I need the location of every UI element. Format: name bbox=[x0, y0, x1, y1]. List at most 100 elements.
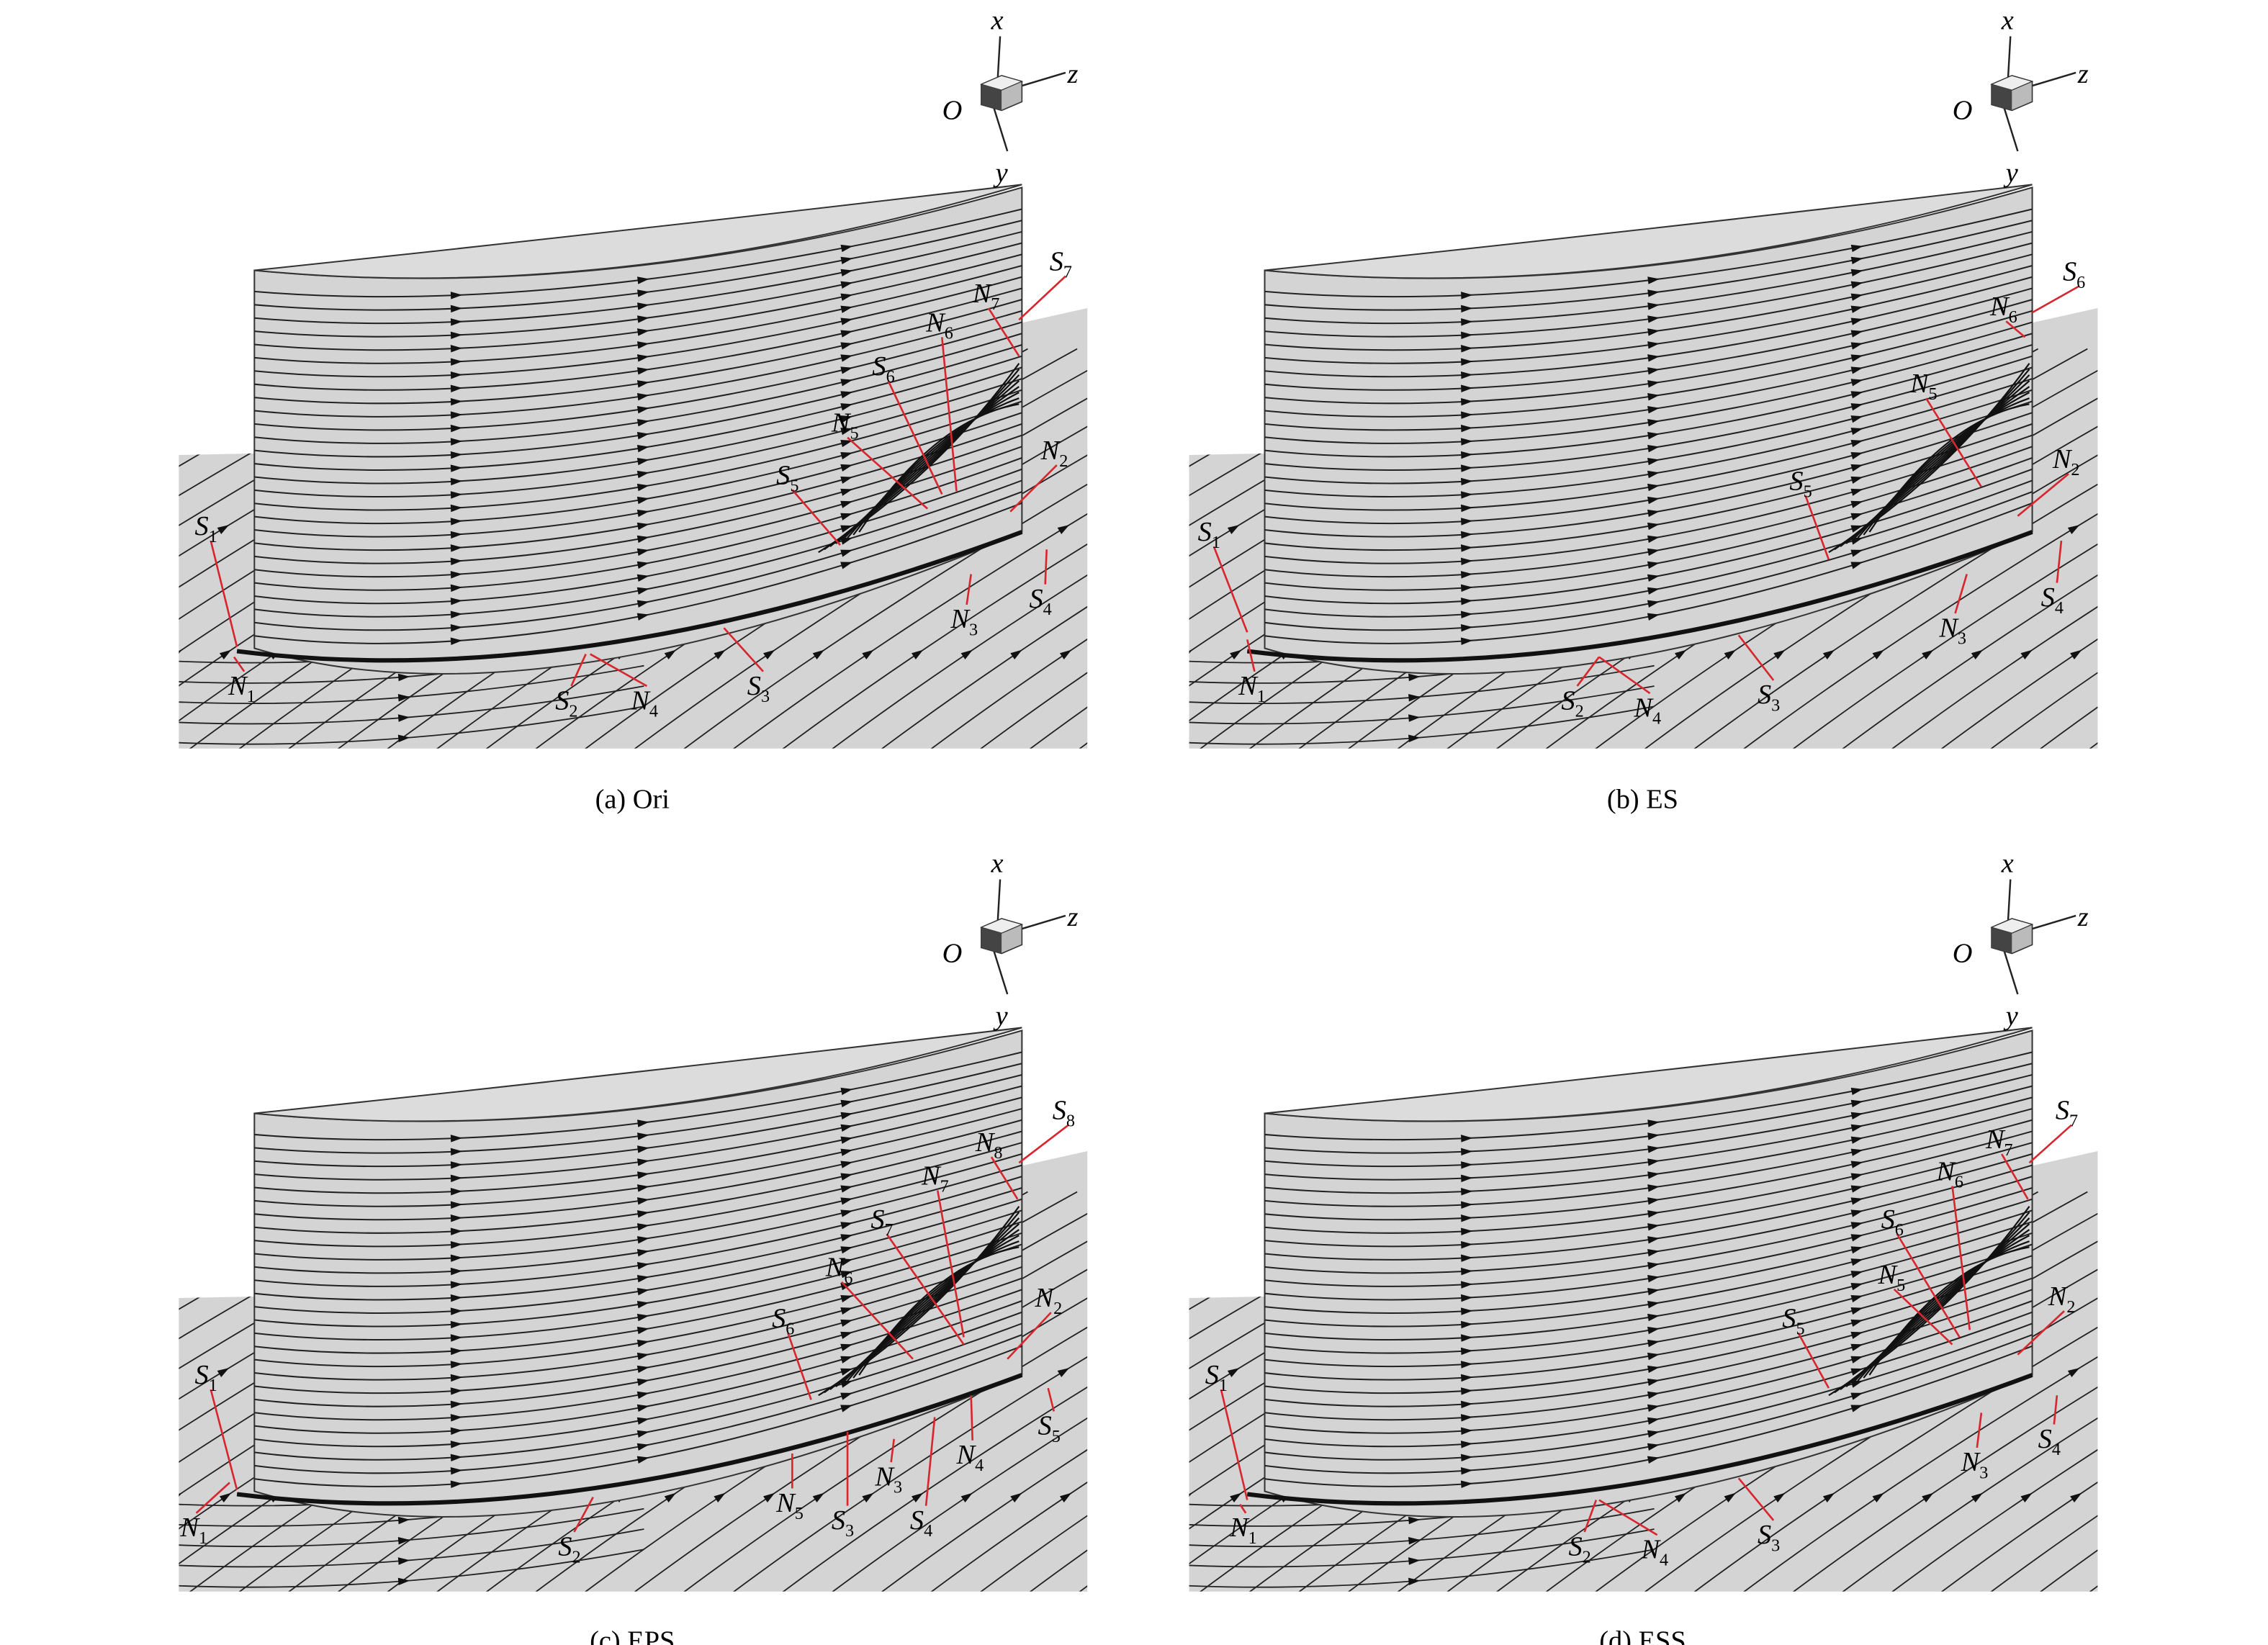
axis-label: O bbox=[942, 96, 963, 126]
streamline-arrow bbox=[1647, 457, 1660, 466]
label-subscript: 2 bbox=[1053, 1299, 1062, 1318]
streamline-arrow bbox=[450, 1254, 463, 1262]
leader-line bbox=[1896, 1233, 1961, 1338]
streamline bbox=[1264, 242, 2033, 338]
streamline bbox=[1264, 1334, 2033, 1474]
streamline bbox=[1912, 1191, 2098, 1592]
streamline-arrow bbox=[1158, 646, 1172, 659]
streamline-arrow bbox=[1460, 1400, 1473, 1409]
streamline-arrow bbox=[1461, 345, 1473, 353]
blade-streamlines bbox=[254, 1051, 1022, 1489]
streamline-arrow bbox=[1110, 1489, 1123, 1502]
streamline-arrow bbox=[637, 1119, 649, 1127]
feature-label: N1 bbox=[1238, 671, 1266, 706]
streamline-arrow bbox=[450, 598, 463, 605]
streamline-arrow bbox=[636, 1456, 649, 1464]
streamline-arrow bbox=[840, 428, 853, 436]
streamline-arrow bbox=[1647, 1171, 1660, 1179]
streamline-arrow bbox=[450, 358, 463, 366]
label-letter: S bbox=[1029, 584, 1043, 614]
streamline-arrow bbox=[397, 694, 410, 702]
streamline-arrow bbox=[840, 1185, 853, 1193]
streamline-arrow bbox=[450, 451, 463, 459]
streamline-arrow bbox=[636, 535, 649, 544]
streamline bbox=[254, 1277, 1022, 1407]
streamline-arrow bbox=[1460, 598, 1473, 605]
streamline-arrow bbox=[1647, 1352, 1660, 1361]
streamline bbox=[1665, 348, 2098, 749]
streamline-arrow bbox=[450, 491, 463, 499]
label-subscript: 3 bbox=[1771, 695, 1780, 715]
streamline bbox=[1264, 1073, 2033, 1168]
streamline bbox=[1962, 1191, 2098, 1592]
label-letter: N bbox=[179, 1513, 200, 1543]
streamline-arrow bbox=[1850, 1356, 1863, 1364]
streamline-arrow bbox=[1460, 1454, 1473, 1462]
streamline-arrow bbox=[450, 1374, 463, 1382]
streamline-arrow bbox=[840, 317, 853, 325]
streamline-arrow bbox=[840, 549, 853, 557]
leader-line bbox=[195, 1482, 230, 1514]
axis-line bbox=[991, 947, 1009, 995]
feature-label: S2 bbox=[555, 685, 577, 721]
streamline-arrow bbox=[636, 1236, 649, 1244]
label-letter: N bbox=[1633, 693, 1654, 723]
streamline-arrow bbox=[1156, 522, 1170, 534]
streamline bbox=[1264, 1063, 2033, 1154]
feature-label: N8 bbox=[975, 1127, 1003, 1163]
streamline bbox=[254, 1345, 1022, 1487]
feature-label: S4 bbox=[910, 1505, 932, 1541]
streamline-arrow bbox=[450, 1135, 463, 1143]
feature-label: S6 bbox=[1881, 1204, 1904, 1240]
label-letter: N bbox=[1938, 613, 1959, 643]
streamline-arrow bbox=[1057, 525, 1070, 534]
label-letter: N bbox=[972, 279, 993, 309]
streamline-arrow bbox=[763, 649, 775, 660]
streamline-arrow bbox=[1724, 1492, 1736, 1503]
streamline-arrow bbox=[450, 1454, 463, 1462]
leader-line bbox=[1576, 656, 1600, 687]
streamline-arrow bbox=[1850, 1148, 1863, 1156]
streamline-arrow bbox=[1460, 1361, 1473, 1369]
leader-line bbox=[1583, 1500, 1598, 1533]
streamline-arrow bbox=[840, 256, 853, 265]
streamline-arrow bbox=[217, 1368, 230, 1378]
streamline-arrow bbox=[450, 637, 463, 645]
leader-line bbox=[1598, 656, 1651, 695]
label-letter: N bbox=[2052, 444, 2073, 474]
label-subscript: 8 bbox=[1066, 1112, 1075, 1131]
streamline-arrow bbox=[1460, 477, 1473, 486]
streamline-arrow bbox=[118, 1365, 132, 1377]
leader-line bbox=[1212, 546, 1248, 633]
streamline bbox=[254, 276, 1022, 378]
label-subscript: 2 bbox=[2071, 460, 2079, 479]
feature-label: S6 bbox=[772, 1303, 794, 1338]
streamline-arrow bbox=[1850, 1222, 1863, 1230]
streamline bbox=[1264, 1119, 2033, 1221]
streamline-arrow bbox=[636, 1171, 649, 1179]
streamline-arrow bbox=[1461, 358, 1473, 366]
feature-label: S4 bbox=[2038, 1424, 2061, 1459]
streamline-arrow bbox=[840, 476, 853, 484]
streamline-arrow bbox=[450, 345, 463, 353]
label-letter: N bbox=[1935, 1156, 1956, 1186]
label-letter: S bbox=[195, 1360, 209, 1390]
feature-label: S7 bbox=[2056, 1096, 2078, 1131]
streamline-arrow bbox=[1230, 1492, 1242, 1503]
streamline-arrow bbox=[118, 522, 132, 534]
streamline-arrow bbox=[636, 1378, 649, 1387]
streamline bbox=[852, 348, 1088, 749]
feature-label: S1 bbox=[1198, 517, 1220, 552]
streamline bbox=[254, 1322, 1022, 1461]
feature-label: N6 bbox=[1935, 1156, 1963, 1191]
streamline-arrow bbox=[1850, 1087, 1863, 1096]
streamline-arrow bbox=[1647, 574, 1660, 582]
streamline-arrow bbox=[636, 1262, 649, 1270]
streamline-arrow bbox=[636, 509, 649, 518]
streamline-arrow bbox=[636, 1210, 649, 1218]
label-subscript: 6 bbox=[2076, 273, 2085, 292]
separation-line bbox=[1246, 530, 2033, 663]
streamline bbox=[1264, 423, 2033, 551]
label-letter: S bbox=[772, 1303, 786, 1333]
